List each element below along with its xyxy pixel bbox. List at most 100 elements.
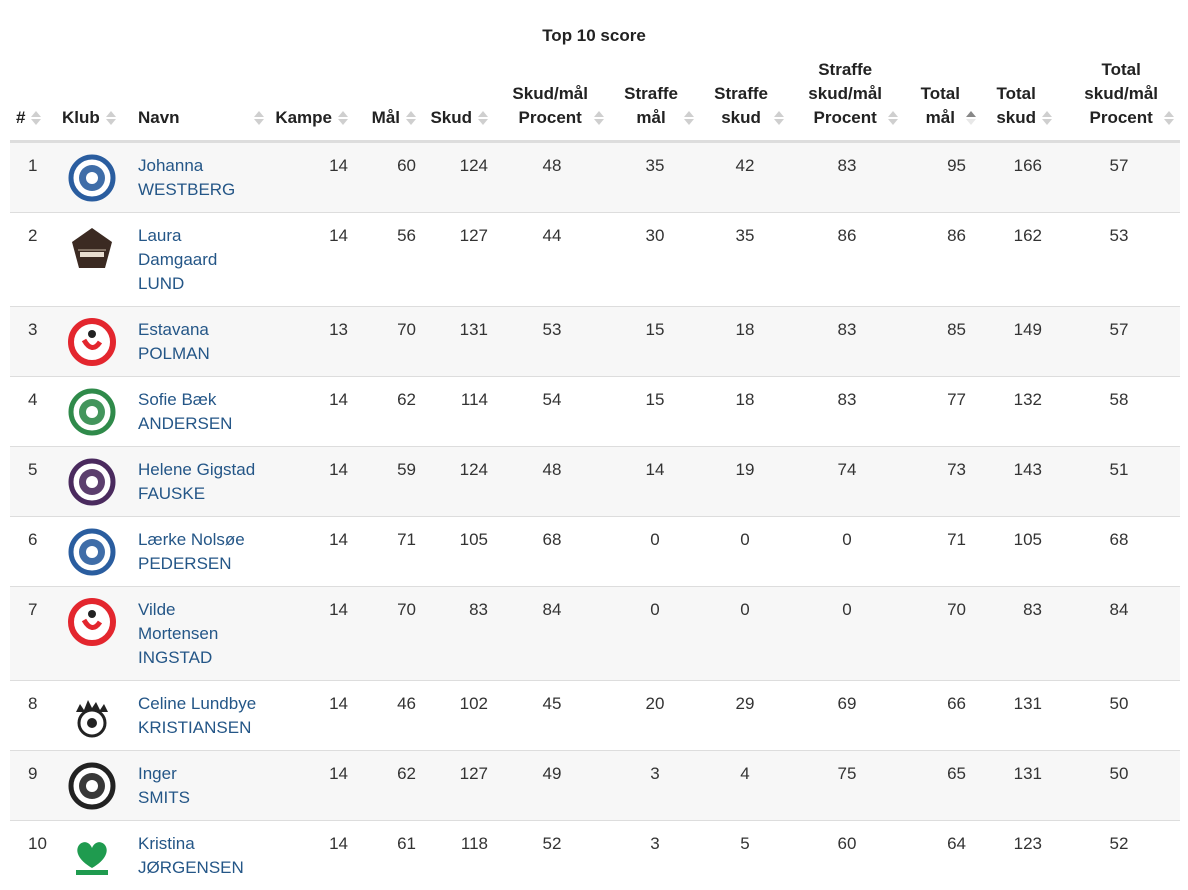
total-pct-cell: 58 bbox=[1058, 377, 1180, 447]
penalty-shots-cell: 35 bbox=[700, 213, 790, 307]
club-cell bbox=[56, 681, 132, 751]
sort-icon bbox=[254, 106, 264, 130]
rank-cell: 6 bbox=[10, 517, 56, 587]
sort-icon bbox=[888, 106, 898, 130]
penalty-goals-cell: 20 bbox=[610, 681, 700, 751]
sort-icon bbox=[594, 106, 604, 130]
sort-icon bbox=[406, 106, 416, 130]
matches-cell: 14 bbox=[270, 751, 354, 821]
goals-cell: 62 bbox=[354, 751, 422, 821]
total-goals-cell: 66 bbox=[904, 681, 982, 751]
rank-cell: 9 bbox=[10, 751, 56, 821]
shots-cell: 127 bbox=[422, 213, 494, 307]
total-shots-cell: 132 bbox=[982, 377, 1058, 447]
penalty-pct-cell: 0 bbox=[790, 587, 904, 681]
rank-cell: 2 bbox=[10, 213, 56, 307]
sort-icon bbox=[31, 106, 41, 130]
penalty-shots-cell: 19 bbox=[700, 447, 790, 517]
matches-cell: 14 bbox=[270, 821, 354, 890]
matches-cell: 14 bbox=[270, 517, 354, 587]
goals-cell: 71 bbox=[354, 517, 422, 587]
penalty-shots-cell: 0 bbox=[700, 587, 790, 681]
rank-cell: 4 bbox=[10, 377, 56, 447]
col-header-matches[interactable]: Kampe bbox=[270, 58, 354, 142]
total-goals-cell: 64 bbox=[904, 821, 982, 890]
penalty-pct-cell: 83 bbox=[790, 307, 904, 377]
col-header-goals[interactable]: Mål bbox=[354, 58, 422, 142]
penalty-pct-cell: 60 bbox=[790, 821, 904, 890]
club-cell bbox=[56, 517, 132, 587]
total-goals-cell: 70 bbox=[904, 587, 982, 681]
club-cell bbox=[56, 307, 132, 377]
shot-pct-cell: 48 bbox=[494, 447, 610, 517]
col-header-rank[interactable]: # bbox=[10, 58, 56, 142]
penalty-pct-cell: 83 bbox=[790, 142, 904, 213]
penalty-shots-cell: 4 bbox=[700, 751, 790, 821]
total-shots-cell: 166 bbox=[982, 142, 1058, 213]
goals-cell: 56 bbox=[354, 213, 422, 307]
nykobing-logo-icon bbox=[68, 154, 116, 202]
penalty-pct-cell: 83 bbox=[790, 377, 904, 447]
penalty-goals-cell: 30 bbox=[610, 213, 700, 307]
total-pct-cell: 68 bbox=[1058, 517, 1180, 587]
club-cell bbox=[56, 377, 132, 447]
penalty-goals-cell: 15 bbox=[610, 307, 700, 377]
penalty-goals-cell: 0 bbox=[610, 517, 700, 587]
club-cell bbox=[56, 213, 132, 307]
shot-pct-cell: 44 bbox=[494, 213, 610, 307]
total-goals-cell: 85 bbox=[904, 307, 982, 377]
penalty-shots-cell: 42 bbox=[700, 142, 790, 213]
club-cell bbox=[56, 447, 132, 517]
rank-cell: 10 bbox=[10, 821, 56, 890]
matches-cell: 14 bbox=[270, 587, 354, 681]
total-goals-cell: 77 bbox=[904, 377, 982, 447]
col-header-club[interactable]: Klub bbox=[56, 58, 132, 142]
total-pct-cell: 50 bbox=[1058, 681, 1180, 751]
shot-pct-cell: 84 bbox=[494, 587, 610, 681]
matches-cell: 14 bbox=[270, 142, 354, 213]
total-shots-cell: 162 bbox=[982, 213, 1058, 307]
silkeborg-logo-icon bbox=[68, 388, 116, 436]
col-header-shots[interactable]: Skud bbox=[422, 58, 494, 142]
aalborg-logo-icon bbox=[68, 224, 116, 272]
penalty-shots-cell: 18 bbox=[700, 377, 790, 447]
club-cell bbox=[56, 821, 132, 890]
penalty-goals-cell: 35 bbox=[610, 142, 700, 213]
col-header-name[interactable]: Navn bbox=[132, 58, 270, 142]
penalty-shots-cell: 5 bbox=[700, 821, 790, 890]
penalty-shots-cell: 0 bbox=[700, 517, 790, 587]
esbjerg-logo-icon bbox=[68, 318, 116, 366]
total-pct-cell: 50 bbox=[1058, 751, 1180, 821]
sort-icon bbox=[106, 106, 116, 130]
aarhus-logo-icon bbox=[68, 692, 116, 740]
